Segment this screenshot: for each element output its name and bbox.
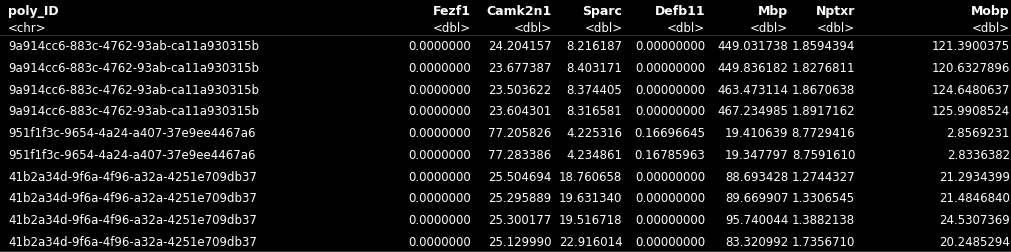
Text: 0.0000000: 0.0000000	[407, 213, 470, 226]
Text: 8.7591610: 8.7591610	[791, 148, 854, 161]
Text: 95.740044: 95.740044	[724, 213, 788, 226]
Text: 0.00000000: 0.00000000	[635, 83, 705, 96]
Text: 8.216187: 8.216187	[566, 40, 622, 53]
Text: 951f1f3c-9654-4a24-a407-37e9ee4467a6: 951f1f3c-9654-4a24-a407-37e9ee4467a6	[8, 127, 256, 140]
Text: 951f1f3c-9654-4a24-a407-37e9ee4467a6: 951f1f3c-9654-4a24-a407-37e9ee4467a6	[8, 148, 256, 161]
Text: 23.604301: 23.604301	[488, 105, 551, 118]
Text: Fezf1: Fezf1	[432, 5, 470, 18]
Text: 8.316581: 8.316581	[566, 105, 622, 118]
Text: <dbl>: <dbl>	[816, 21, 854, 35]
Text: 0.00000000: 0.00000000	[635, 105, 705, 118]
Text: 41b2a34d-9f6a-4f96-a32a-4251e709db37: 41b2a34d-9f6a-4f96-a32a-4251e709db37	[8, 192, 257, 204]
Text: 9a914cc6-883c-4762-93ab-ca11a930315b: 9a914cc6-883c-4762-93ab-ca11a930315b	[8, 105, 259, 118]
Text: 18.760658: 18.760658	[558, 170, 622, 183]
Text: 25.300177: 25.300177	[488, 213, 551, 226]
Text: 467.234985: 467.234985	[717, 105, 788, 118]
Text: 0.0000000: 0.0000000	[407, 105, 470, 118]
Text: 0.00000000: 0.00000000	[635, 192, 705, 204]
Text: 124.6480637: 124.6480637	[931, 83, 1009, 96]
Text: 21.4846840: 21.4846840	[938, 192, 1009, 204]
Text: 19.516718: 19.516718	[558, 213, 622, 226]
Text: 121.3900375: 121.3900375	[931, 40, 1009, 53]
Text: 41b2a34d-9f6a-4f96-a32a-4251e709db37: 41b2a34d-9f6a-4f96-a32a-4251e709db37	[8, 235, 257, 248]
Text: 2.8336382: 2.8336382	[946, 148, 1009, 161]
Text: Camk2n1: Camk2n1	[486, 5, 551, 18]
Text: 0.00000000: 0.00000000	[635, 40, 705, 53]
Text: 4.234861: 4.234861	[566, 148, 622, 161]
Text: <dbl>: <dbl>	[583, 21, 622, 35]
Text: 463.473114: 463.473114	[717, 83, 788, 96]
Text: 0.0000000: 0.0000000	[407, 127, 470, 140]
Text: 0.00000000: 0.00000000	[635, 170, 705, 183]
Text: Mbp: Mbp	[757, 5, 788, 18]
Text: 0.0000000: 0.0000000	[407, 62, 470, 75]
Text: 1.7356710: 1.7356710	[791, 235, 854, 248]
Text: 19.347797: 19.347797	[724, 148, 788, 161]
Text: 20.2485294: 20.2485294	[938, 235, 1009, 248]
Text: 25.295889: 25.295889	[488, 192, 551, 204]
Text: 0.0000000: 0.0000000	[407, 170, 470, 183]
Text: <dbl>: <dbl>	[432, 21, 470, 35]
Text: <chr>: <chr>	[8, 21, 47, 35]
Text: 25.129990: 25.129990	[487, 235, 551, 248]
Text: 1.8917162: 1.8917162	[791, 105, 854, 118]
Text: 24.204157: 24.204157	[487, 40, 551, 53]
Text: 21.2934399: 21.2934399	[938, 170, 1009, 183]
Text: 77.205826: 77.205826	[487, 127, 551, 140]
Text: 8.374405: 8.374405	[566, 83, 622, 96]
Text: 9a914cc6-883c-4762-93ab-ca11a930315b: 9a914cc6-883c-4762-93ab-ca11a930315b	[8, 62, 259, 75]
Text: 0.16785963: 0.16785963	[634, 148, 705, 161]
Text: 1.2744327: 1.2744327	[791, 170, 854, 183]
Text: 19.631340: 19.631340	[558, 192, 622, 204]
Text: <dbl>: <dbl>	[971, 21, 1009, 35]
Text: 120.6327896: 120.6327896	[931, 62, 1009, 75]
Text: 19.410639: 19.410639	[724, 127, 788, 140]
Text: 4.225316: 4.225316	[566, 127, 622, 140]
Text: 1.8670638: 1.8670638	[791, 83, 854, 96]
Text: 2.8569231: 2.8569231	[945, 127, 1009, 140]
Text: <dbl>: <dbl>	[749, 21, 788, 35]
Text: 22.916014: 22.916014	[558, 235, 622, 248]
Text: 0.0000000: 0.0000000	[407, 235, 470, 248]
Text: 89.669907: 89.669907	[724, 192, 788, 204]
Text: <dbl>: <dbl>	[513, 21, 551, 35]
Text: 23.503622: 23.503622	[488, 83, 551, 96]
Text: 0.00000000: 0.00000000	[635, 213, 705, 226]
Text: 77.283386: 77.283386	[488, 148, 551, 161]
Text: 0.00000000: 0.00000000	[635, 235, 705, 248]
Text: 0.16696645: 0.16696645	[634, 127, 705, 140]
Text: Defb11: Defb11	[654, 5, 705, 18]
Text: 1.8276811: 1.8276811	[791, 62, 854, 75]
Text: 1.3306545: 1.3306545	[792, 192, 854, 204]
Text: 0.00000000: 0.00000000	[635, 62, 705, 75]
Text: 83.320992: 83.320992	[724, 235, 788, 248]
Text: 0.0000000: 0.0000000	[407, 40, 470, 53]
Text: 41b2a34d-9f6a-4f96-a32a-4251e709db37: 41b2a34d-9f6a-4f96-a32a-4251e709db37	[8, 213, 257, 226]
Text: 1.3882138: 1.3882138	[792, 213, 854, 226]
Text: 24.5307369: 24.5307369	[938, 213, 1009, 226]
Text: 0.0000000: 0.0000000	[407, 83, 470, 96]
Text: 88.693428: 88.693428	[724, 170, 788, 183]
Text: 449.836182: 449.836182	[717, 62, 788, 75]
Text: 9a914cc6-883c-4762-93ab-ca11a930315b: 9a914cc6-883c-4762-93ab-ca11a930315b	[8, 83, 259, 96]
Text: 25.504694: 25.504694	[487, 170, 551, 183]
Text: 8.403171: 8.403171	[566, 62, 622, 75]
Text: 0.0000000: 0.0000000	[407, 192, 470, 204]
Text: Sparc: Sparc	[582, 5, 622, 18]
Text: Nptxr: Nptxr	[815, 5, 854, 18]
Text: Mobp: Mobp	[971, 5, 1009, 18]
Text: 1.8594394: 1.8594394	[791, 40, 854, 53]
Text: 41b2a34d-9f6a-4f96-a32a-4251e709db37: 41b2a34d-9f6a-4f96-a32a-4251e709db37	[8, 170, 257, 183]
Text: 0.0000000: 0.0000000	[407, 148, 470, 161]
Text: 449.031738: 449.031738	[717, 40, 788, 53]
Text: 9a914cc6-883c-4762-93ab-ca11a930315b: 9a914cc6-883c-4762-93ab-ca11a930315b	[8, 40, 259, 53]
Text: <dbl>: <dbl>	[666, 21, 705, 35]
Text: poly_ID: poly_ID	[8, 5, 59, 18]
Text: 23.677387: 23.677387	[487, 62, 551, 75]
Text: 125.9908524: 125.9908524	[931, 105, 1009, 118]
Text: 8.7729416: 8.7729416	[791, 127, 854, 140]
